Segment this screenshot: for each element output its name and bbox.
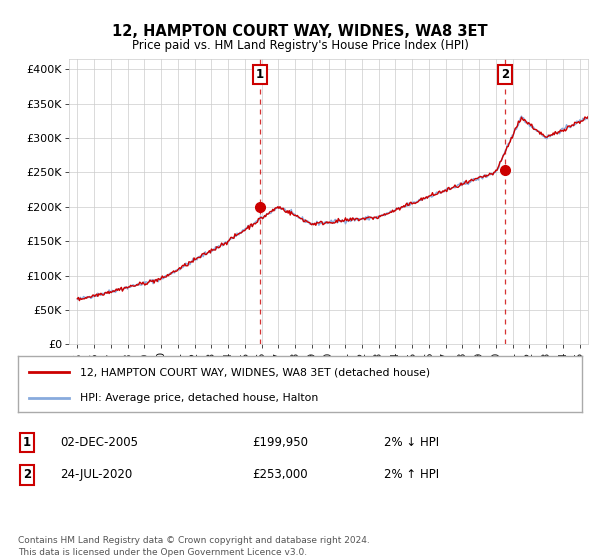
Text: £253,000: £253,000 — [252, 468, 308, 482]
Text: 02-DEC-2005: 02-DEC-2005 — [60, 436, 138, 449]
Text: £199,950: £199,950 — [252, 436, 308, 449]
Text: 12, HAMPTON COURT WAY, WIDNES, WA8 3ET (detached house): 12, HAMPTON COURT WAY, WIDNES, WA8 3ET (… — [80, 367, 430, 377]
Text: 2: 2 — [501, 68, 509, 81]
Text: 24-JUL-2020: 24-JUL-2020 — [60, 468, 132, 482]
Text: 2% ↑ HPI: 2% ↑ HPI — [384, 468, 439, 482]
Text: Price paid vs. HM Land Registry's House Price Index (HPI): Price paid vs. HM Land Registry's House … — [131, 39, 469, 52]
Text: 1: 1 — [256, 68, 264, 81]
Text: 12, HAMPTON COURT WAY, WIDNES, WA8 3ET: 12, HAMPTON COURT WAY, WIDNES, WA8 3ET — [112, 24, 488, 39]
Text: 2: 2 — [23, 468, 31, 482]
Text: 2% ↓ HPI: 2% ↓ HPI — [384, 436, 439, 449]
Text: HPI: Average price, detached house, Halton: HPI: Average price, detached house, Halt… — [80, 393, 318, 403]
Text: 1: 1 — [23, 436, 31, 449]
Text: Contains HM Land Registry data © Crown copyright and database right 2024.
This d: Contains HM Land Registry data © Crown c… — [18, 536, 370, 557]
